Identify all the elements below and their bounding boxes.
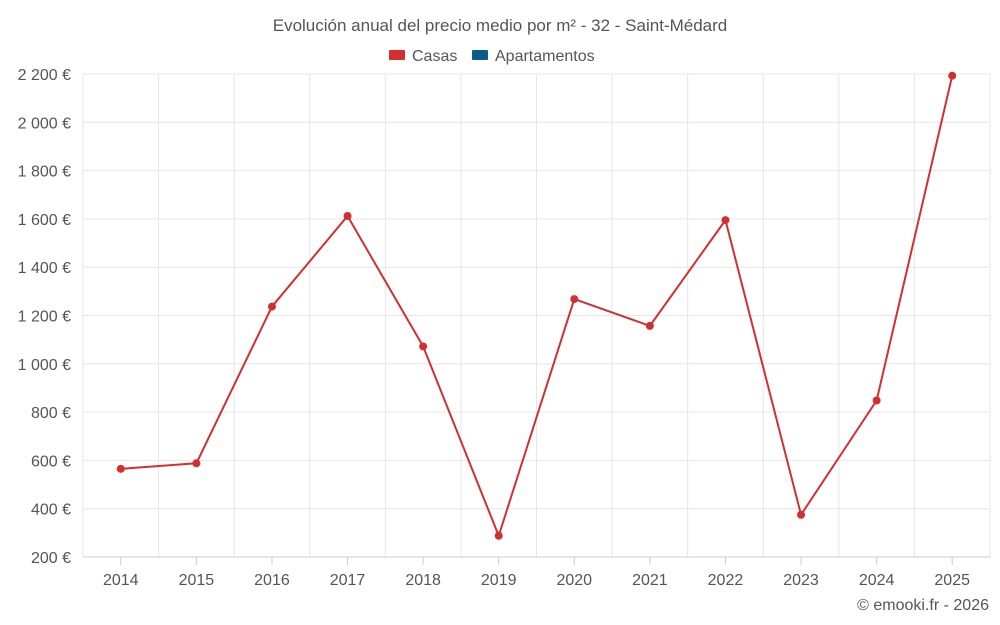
y-tick-label: 200 €: [31, 550, 71, 567]
x-tick-label: 2014: [103, 572, 139, 589]
data-point[interactable]: [721, 216, 730, 225]
x-tick-label: 2023: [783, 572, 819, 589]
legend: Casas Apartamentos: [389, 48, 595, 65]
y-tick-label: 600 €: [31, 453, 71, 470]
y-tick-label: 800 €: [31, 405, 71, 422]
x-tick-label: 2024: [859, 572, 895, 589]
x-tick-label: 2021: [632, 572, 668, 589]
data-point[interactable]: [872, 396, 881, 405]
y-tick-label: 1 800 €: [18, 164, 71, 181]
data-point[interactable]: [570, 295, 579, 304]
legend-swatch-casas: [389, 50, 405, 60]
data-point[interactable]: [494, 531, 503, 540]
data-point[interactable]: [419, 342, 428, 351]
x-tick-label: 2015: [179, 572, 215, 589]
x-tick-label: 2016: [254, 572, 290, 589]
x-tick-label: 2022: [708, 572, 744, 589]
data-point[interactable]: [192, 459, 201, 468]
legend-item-apartamentos[interactable]: Apartamentos: [472, 48, 595, 65]
y-tick-label: 2 200 €: [18, 67, 71, 84]
chart-title: Evolución anual del precio medio por m² …: [273, 16, 728, 35]
x-gridlines: [82, 74, 991, 557]
y-tick-label: 1 000 €: [18, 357, 71, 374]
y-tick-label: 1 600 €: [18, 212, 71, 229]
y-tick-label: 2 000 €: [18, 115, 71, 132]
data-point[interactable]: [948, 71, 957, 80]
y-tick-label: 1 400 €: [18, 260, 71, 277]
legend-item-casas[interactable]: Casas: [389, 48, 457, 65]
data-point[interactable]: [343, 212, 352, 221]
x-tick-label: 2020: [556, 572, 592, 589]
data-point[interactable]: [645, 321, 654, 330]
x-axis-tick-labels: 2014 2015 2016 2017 2018 2019 2020 2021 2022 2023…: [103, 557, 970, 589]
x-tick-label: 2018: [405, 572, 441, 589]
data-point[interactable]: [116, 464, 125, 473]
legend-label-apartamentos: Apartamentos: [495, 48, 595, 65]
y-tick-label: 1 200 €: [18, 309, 71, 326]
data-point[interactable]: [797, 510, 806, 519]
series-line-casas: [120, 75, 954, 537]
x-tick-label: 2019: [481, 572, 517, 589]
x-tick-label: 2017: [330, 572, 366, 589]
y-axis-tick-labels: 200 € 400 € 600 € 800 € 1 000 € 1 200 € 1 400 …: [18, 67, 71, 567]
credit-text: © emooki.fr - 2026: [857, 597, 989, 614]
y-tick-label: 400 €: [31, 502, 71, 519]
legend-label-casas: Casas: [412, 48, 457, 65]
data-point[interactable]: [267, 302, 276, 311]
x-tick-label: 2025: [934, 572, 970, 589]
series-layer: [116, 71, 957, 540]
legend-swatch-apartamentos: [472, 50, 488, 60]
